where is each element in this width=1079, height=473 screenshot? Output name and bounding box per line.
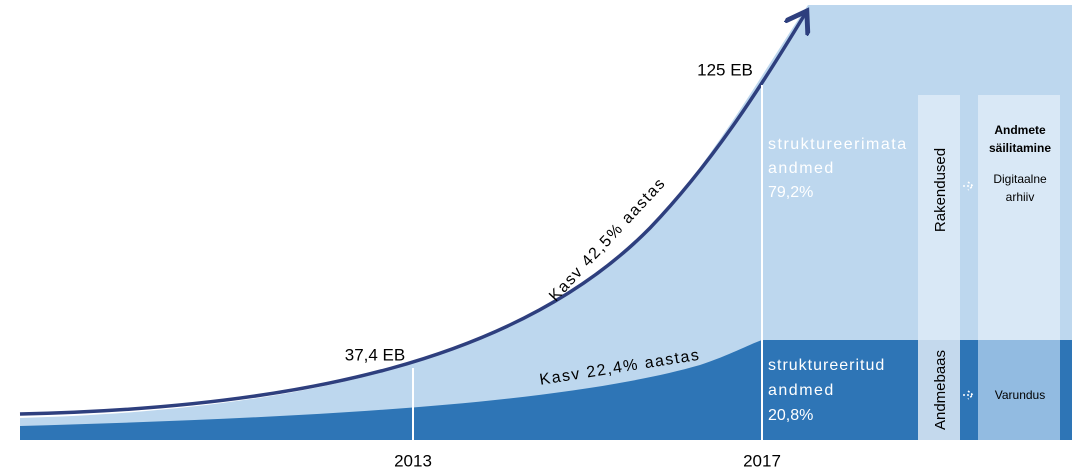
segment-label: 20,8% — [768, 407, 813, 424]
uses-label: Rakendused — [932, 148, 949, 232]
structured-area — [20, 340, 1072, 440]
storage-label: arhiiv — [1006, 190, 1035, 204]
segment-label: struktureeritud — [768, 357, 885, 374]
storage-title: säilitamine — [989, 141, 1051, 155]
uses-label: Andmebaas — [932, 350, 949, 430]
total-area — [20, 5, 1072, 440]
segment-label: struktureerimata — [768, 136, 908, 153]
storage-column — [978, 340, 1060, 440]
segment-label: andmed — [768, 382, 835, 399]
storage-label: Digitaalne — [993, 172, 1047, 186]
value-label: 37,4 EB — [345, 345, 406, 364]
storage-title: Andmete — [994, 123, 1046, 137]
storage-column — [978, 95, 1060, 340]
segment-label: andmed — [768, 160, 835, 177]
arrow — [963, 181, 975, 191]
value-label: 125 EB — [697, 60, 753, 79]
year-label: 2013 — [394, 451, 432, 470]
growth-curve — [19, 14, 805, 416]
arrow — [963, 390, 975, 400]
storage-label: Varundus — [995, 388, 1045, 402]
uses-column — [918, 95, 960, 440]
year-label: 2017 — [743, 451, 781, 470]
segment-label: 79,2% — [768, 184, 813, 201]
